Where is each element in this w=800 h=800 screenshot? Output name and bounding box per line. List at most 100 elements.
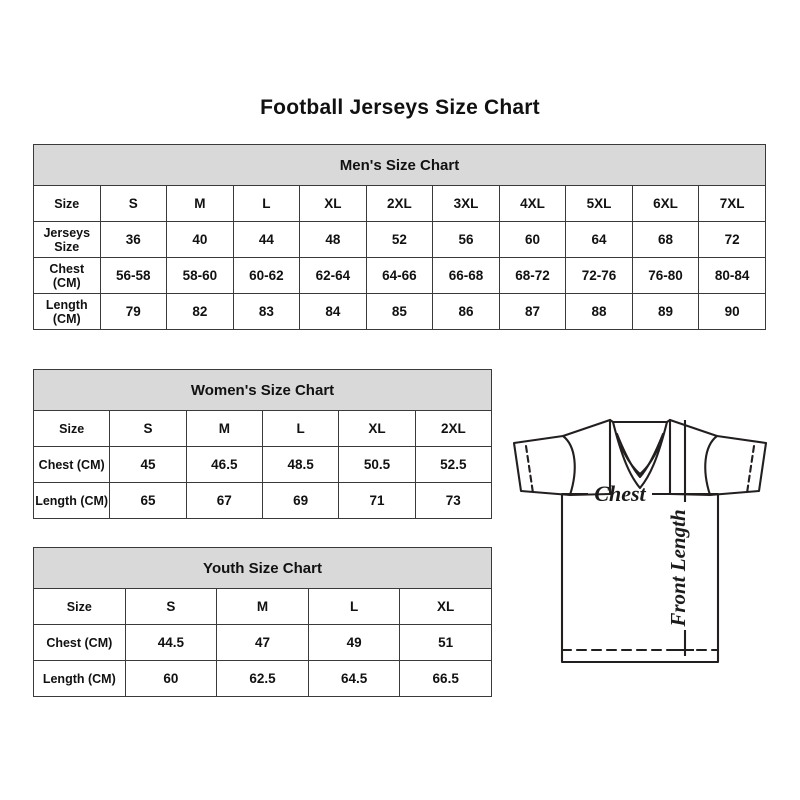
mens-jerseys-size-value: 40 (166, 221, 234, 258)
youth-size-s: S (124, 588, 218, 625)
row-label-length: Length (CM) (33, 293, 101, 330)
youth-chest-value: 49 (307, 624, 401, 661)
mens-jerseys-size-value: 48 (299, 221, 367, 258)
mens-chest-value: 76-80 (631, 257, 700, 294)
row-label-length: Length (CM) (33, 660, 126, 697)
womens-length-value: 71 (338, 482, 416, 519)
mens-size-s: S (99, 185, 168, 222)
womens-chest-value: 46.5 (185, 446, 263, 483)
womens-size-chart-table: Women's Size Chart Size S M L XL 2XL Che… (32, 369, 493, 519)
womens-size-l: L (261, 410, 340, 447)
mens-length-value: 86 (432, 293, 500, 330)
mens-chest-value: 80-84 (698, 257, 766, 294)
youth-length-value: 62.5 (216, 660, 309, 697)
youth-length-value: 60 (124, 660, 218, 697)
mens-jerseys-size-value: 64 (565, 221, 633, 258)
mens-length-value: 83 (232, 293, 301, 330)
left-armhole-curve (561, 434, 576, 497)
mens-chest-value: 72-76 (565, 257, 633, 294)
mens-size-4xl: 4XL (498, 185, 567, 222)
mens-chest-value: 64-66 (365, 257, 434, 294)
mens-length-value: 85 (365, 293, 434, 330)
table-row: Size S M L XL (33, 588, 492, 625)
mens-jerseys-size-value: 44 (232, 221, 301, 258)
row-label-size: Size (32, 410, 111, 447)
vneck-inner-band-2 (619, 444, 661, 476)
right-armhole-curve (704, 434, 719, 497)
mens-chest-value: 62-64 (299, 257, 367, 294)
mens-jerseys-size-value: 56 (432, 221, 500, 258)
womens-length-value: 69 (261, 482, 340, 519)
mens-length-value: 87 (498, 293, 567, 330)
womens-chest-value: 50.5 (338, 446, 416, 483)
youth-size-chart-table: Youth Size Chart Size S M L XL Chest (CM… (33, 547, 492, 697)
youth-length-value: 64.5 (307, 660, 401, 697)
mens-length-value: 82 (166, 293, 234, 330)
womens-chest-value: 52.5 (414, 446, 493, 483)
mens-size-2xl: 2XL (365, 185, 434, 222)
table-row: Chest (CM) 44.5 47 49 51 (33, 624, 492, 661)
mens-length-value: 90 (698, 293, 766, 330)
left-sleeve-cuff-dashes (524, 444, 535, 495)
jersey-measurement-diagram: Chest Front Length (500, 398, 780, 698)
row-label-chest: Chest (CM) (33, 257, 101, 294)
mens-size-chart-table: Men's Size Chart Size S M L XL 2XL 3XL 4… (33, 144, 766, 330)
vneck-outer-collar (608, 418, 672, 490)
row-label-jerseys-size: Jerseys Size (33, 221, 101, 258)
mens-size-5xl: 5XL (565, 185, 633, 222)
youth-chest-value: 44.5 (124, 624, 218, 661)
mens-jerseys-size-value: 68 (631, 221, 700, 258)
table-row: Size S M L XL 2XL 3XL 4XL 5XL 6XL 7XL (33, 185, 766, 222)
page-title: Football Jerseys Size Chart (260, 96, 540, 119)
table-band-row: Women's Size Chart (33, 369, 492, 411)
womens-chest-value: 45 (109, 446, 187, 483)
womens-chest-value: 48.5 (261, 446, 340, 483)
body-outline (560, 492, 720, 664)
mens-jerseys-size-value: 60 (498, 221, 567, 258)
front-length-label: Front Length (666, 509, 690, 627)
mens-size-l: L (232, 185, 301, 222)
mens-size-7xl: 7XL (698, 185, 766, 222)
row-label-length: Length (CM) (32, 482, 111, 519)
mens-chest-value: 56-58 (99, 257, 168, 294)
mens-chest-value: 58-60 (166, 257, 234, 294)
youth-size-m: M (216, 588, 309, 625)
row-label-chest: Chest (CM) (33, 624, 126, 661)
youth-size-chart-title: Youth Size Chart (33, 547, 492, 589)
youth-size-l: L (307, 588, 401, 625)
youth-length-value: 66.5 (399, 660, 492, 697)
mens-jerseys-size-value: 72 (698, 221, 766, 258)
womens-size-s: S (109, 410, 187, 447)
row-label-chest: Chest (CM) (32, 446, 111, 483)
table-row: Size S M L XL 2XL (32, 410, 493, 447)
mens-length-value: 89 (631, 293, 700, 330)
mens-size-3xl: 3XL (432, 185, 500, 222)
mens-size-xl: XL (299, 185, 367, 222)
mens-jerseys-size-value: 36 (99, 221, 168, 258)
row-label-size: Size (33, 588, 126, 625)
mens-chest-value: 68-72 (498, 257, 567, 294)
table-row: Jerseys Size 36 40 44 48 52 56 60 64 68 … (33, 221, 766, 258)
youth-chest-value: 51 (399, 624, 492, 661)
chest-label: Chest (594, 481, 646, 506)
table-row: Length (CM) 79 82 83 84 85 86 87 88 89 9… (33, 293, 766, 330)
mens-jerseys-size-value: 52 (365, 221, 434, 258)
table-band-row: Men's Size Chart (33, 144, 766, 186)
v-neck-jersey-icon: Chest Front Length (512, 418, 768, 664)
table-row: Length (CM) 65 67 69 71 73 (32, 482, 493, 519)
youth-chest-value: 47 (216, 624, 309, 661)
youth-size-xl: XL (399, 588, 492, 625)
womens-size-xl: XL (338, 410, 416, 447)
womens-length-value: 73 (414, 482, 493, 519)
mens-size-chart-title: Men's Size Chart (33, 144, 766, 186)
womens-length-value: 67 (185, 482, 263, 519)
row-label-size: Size (33, 185, 101, 222)
table-band-row: Youth Size Chart (33, 547, 492, 589)
womens-size-chart-title: Women's Size Chart (33, 369, 492, 411)
table-row: Length (CM) 60 62.5 64.5 66.5 (33, 660, 492, 697)
mens-chest-value: 60-62 (232, 257, 301, 294)
womens-size-2xl: 2XL (414, 410, 493, 447)
table-row: Chest (CM) 45 46.5 48.5 50.5 52.5 (32, 446, 493, 483)
mens-size-6xl: 6XL (631, 185, 700, 222)
